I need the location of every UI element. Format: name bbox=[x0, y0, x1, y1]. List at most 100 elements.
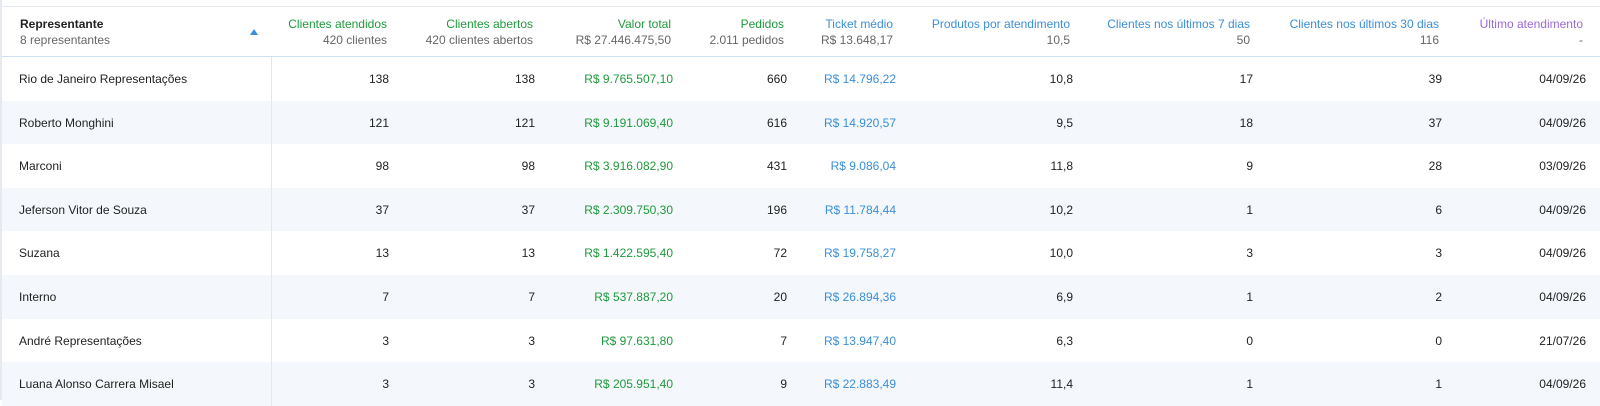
table-row[interactable]: Jeferson Vitor de Souza 37 37 R$ 2.309.750,… bbox=[2, 187, 1600, 232]
column-header-pedidos[interactable]: Pedidos 2.011 pedidos bbox=[709, 17, 784, 47]
cell-ticket-medio: R$ 13.947,40 bbox=[823, 333, 896, 348]
cell-ticket-medio: R$ 9.086,04 bbox=[830, 159, 896, 174]
row-name-column bbox=[2, 275, 272, 319]
representante-name: Roberto Monghini bbox=[19, 115, 114, 130]
column-header-clientes-atendidos[interactable]: Clientes atendidos 420 clientes bbox=[288, 17, 387, 47]
cell-clientes-atendidos: 13 bbox=[375, 246, 389, 261]
column-title: Valor total bbox=[617, 17, 671, 31]
cell-clientes-30-dias: 2 bbox=[1435, 290, 1442, 304]
representante-name: André Representações bbox=[19, 333, 142, 348]
column-title: Pedidos bbox=[740, 17, 784, 31]
cell-clientes-30-dias: 37 bbox=[1428, 115, 1442, 130]
column-header-clientes-abertos[interactable]: Clientes abertos 420 clientes abertos bbox=[426, 17, 533, 47]
column-header-valor-total[interactable]: Valor total R$ 27.446.475,50 bbox=[576, 17, 671, 47]
cell-valor-total: R$ 205.951,40 bbox=[594, 377, 673, 392]
table-row[interactable]: André Representações 3 3 R$ 97.631,80 7 R$ 13… bbox=[2, 318, 1600, 363]
cell-clientes-30-dias: 3 bbox=[1435, 246, 1442, 261]
representante-name: Rio de Janeiro Representações bbox=[19, 72, 188, 86]
representante-name: Jeferson Vitor de Souza bbox=[19, 202, 147, 217]
row-name-column bbox=[2, 362, 272, 406]
representante-name: Suzana bbox=[19, 246, 60, 261]
cell-clientes-abertos: 37 bbox=[521, 202, 535, 217]
cell-clientes-atendidos: 7 bbox=[382, 290, 389, 304]
cell-valor-total: R$ 537.887,20 bbox=[594, 290, 673, 304]
cell-produtos-por-atendimento: 10,8 bbox=[1049, 72, 1073, 86]
cell-valor-total: R$ 9.191.069,40 bbox=[584, 115, 673, 130]
cell-ultimo-atendimento: 04/09/26 bbox=[1539, 290, 1586, 304]
cell-pedidos: 616 bbox=[766, 115, 787, 130]
cell-clientes-abertos: 3 bbox=[528, 333, 535, 348]
cell-ultimo-atendimento: 04/09/26 bbox=[1539, 246, 1586, 261]
representante-name: Luana Alonso Carrera Misael bbox=[19, 377, 174, 392]
representante-name: Interno bbox=[19, 290, 57, 304]
cell-clientes-abertos: 98 bbox=[521, 159, 535, 174]
table-header: Representante 8 representantes Clientes … bbox=[2, 7, 1600, 57]
cell-ultimo-atendimento: 04/09/26 bbox=[1539, 115, 1586, 130]
cell-clientes-abertos: 138 bbox=[514, 72, 535, 86]
table-row[interactable]: Marconi 98 98 R$ 3.916.082,90 431 R$ 9.086,04… bbox=[2, 144, 1600, 188]
column-title: Clientes abertos bbox=[446, 17, 533, 31]
cell-ultimo-atendimento: 04/09/26 bbox=[1539, 72, 1586, 86]
cell-ticket-medio: R$ 22.883,49 bbox=[823, 377, 896, 392]
cell-clientes-30-dias: 1 bbox=[1435, 377, 1442, 392]
cell-clientes-atendidos: 121 bbox=[368, 115, 389, 130]
column-header-ultimo-atendimento[interactable]: Último atendimento - bbox=[1480, 17, 1583, 47]
cell-produtos-por-atendimento: 11,8 bbox=[1050, 159, 1073, 174]
representante-name: Marconi bbox=[19, 159, 62, 174]
cell-pedidos: 660 bbox=[766, 72, 787, 86]
column-subtitle: 8 representantes bbox=[20, 33, 111, 47]
cell-clientes-7-dias: 18 bbox=[1239, 115, 1253, 130]
cell-ultimo-atendimento: 21/07/26 bbox=[1539, 333, 1586, 348]
column-title: Último atendimento bbox=[1479, 17, 1583, 31]
sort-ascending-icon[interactable] bbox=[250, 29, 258, 35]
column-title: Produtos por atendimento bbox=[931, 17, 1070, 31]
table-row[interactable]: Roberto Monghini 121 121 R$ 9.191.069,40 616… bbox=[2, 100, 1600, 145]
cell-ultimo-atendimento: 04/09/26 bbox=[1539, 377, 1586, 392]
cell-produtos-por-atendimento: 6,3 bbox=[1056, 333, 1073, 348]
cell-valor-total: R$ 3.916.082,90 bbox=[584, 159, 673, 174]
column-subtitle: 50 bbox=[1236, 33, 1250, 47]
cell-ticket-medio: R$ 14.796,22 bbox=[823, 72, 896, 86]
column-header-produtos-por-atendimento[interactable]: Produtos por atendimento 10,5 bbox=[932, 17, 1070, 47]
cell-ticket-medio: R$ 26.894,36 bbox=[823, 290, 896, 304]
table-top-border bbox=[2, 6, 1600, 7]
cell-produtos-por-atendimento: 10,2 bbox=[1049, 202, 1073, 217]
row-name-column bbox=[2, 318, 272, 363]
column-subtitle: 2.011 pedidos bbox=[709, 33, 784, 47]
cell-pedidos: 20 bbox=[773, 290, 787, 304]
column-title: Representante bbox=[20, 17, 104, 31]
column-header-clientes-30-dias[interactable]: Clientes nos últimos 30 dias 116 bbox=[1290, 17, 1439, 47]
column-title: Clientes nos últimos 30 dias bbox=[1289, 17, 1439, 31]
column-header-representante[interactable]: Representante 8 representantes bbox=[20, 17, 110, 47]
table-row[interactable]: Interno 7 7 R$ 537.887,20 20 R$ 26.894,36 6,9 1… bbox=[2, 275, 1600, 319]
cell-clientes-abertos: 7 bbox=[528, 290, 535, 304]
column-subtitle: - bbox=[1579, 33, 1583, 47]
column-title: Clientes atendidos bbox=[288, 17, 387, 31]
cell-clientes-atendidos: 37 bbox=[375, 202, 389, 217]
cell-valor-total: R$ 1.422.595,40 bbox=[584, 246, 673, 261]
cell-clientes-7-dias: 1 bbox=[1246, 202, 1253, 217]
table-row[interactable]: Luana Alonso Carrera Misael 3 3 R$ 205.951,… bbox=[2, 362, 1600, 406]
column-title: Ticket médio bbox=[825, 17, 893, 31]
cell-clientes-30-dias: 28 bbox=[1428, 159, 1442, 174]
cell-clientes-7-dias: 3 bbox=[1246, 246, 1253, 261]
cell-clientes-30-dias: 0 bbox=[1435, 333, 1442, 348]
column-subtitle: 116 bbox=[1419, 33, 1439, 47]
column-subtitle: R$ 27.446.475,50 bbox=[575, 33, 671, 47]
cell-clientes-7-dias: 1 bbox=[1246, 377, 1253, 392]
row-name-column bbox=[2, 100, 272, 145]
row-name-column bbox=[2, 144, 272, 188]
column-header-clientes-7-dias[interactable]: Clientes nos últimos 7 dias 50 bbox=[1107, 17, 1250, 47]
table-row[interactable]: Rio de Janeiro Representações 138 138 R$ 9.… bbox=[2, 57, 1600, 101]
row-name-column bbox=[2, 231, 272, 275]
cell-clientes-atendidos: 138 bbox=[368, 72, 389, 86]
cell-ultimo-atendimento: 04/09/26 bbox=[1539, 202, 1586, 217]
column-subtitle: 420 clientes abertos bbox=[425, 33, 533, 47]
cell-produtos-por-atendimento: 6,9 bbox=[1056, 290, 1073, 304]
row-name-column bbox=[2, 57, 272, 101]
column-header-ticket-medio[interactable]: Ticket médio R$ 13.648,17 bbox=[821, 17, 893, 47]
cell-ticket-medio: R$ 11.784,44 bbox=[824, 202, 896, 217]
table-row[interactable]: Suzana 13 13 R$ 1.422.595,40 72 R$ 19.758,27 1… bbox=[2, 231, 1600, 275]
column-title: Clientes nos últimos 7 dias bbox=[1107, 17, 1250, 31]
